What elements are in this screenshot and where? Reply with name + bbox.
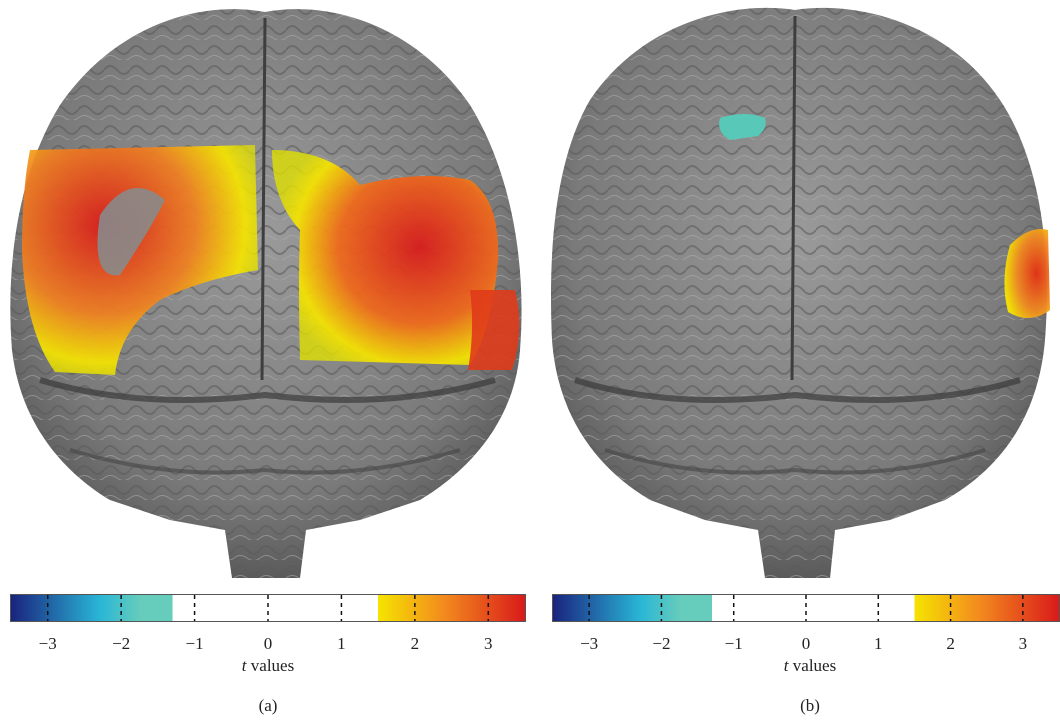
brain-render-a: [10, 9, 522, 578]
colorbar-tick-label: −2: [652, 634, 671, 653]
colorbar-a: [10, 594, 526, 622]
colorbar-tick-label: 0: [801, 634, 811, 653]
colorbar-gradient-b: [553, 595, 1059, 621]
colorbar-tick-label: −3: [38, 634, 57, 653]
colorbar-axis-label-a: t values: [241, 656, 295, 675]
colorbar-tick-label: −2: [112, 634, 131, 653]
colorbar-tick-label: 1: [337, 634, 346, 653]
colorbar-tick-label: −1: [724, 634, 743, 653]
activation-left-a: [22, 145, 258, 375]
colorbar-tick-label: 2: [410, 634, 420, 653]
colorbar-fill: [553, 595, 1059, 621]
colorbar-axis-label-b: t values: [783, 656, 837, 675]
brain-render-b: [550, 7, 1050, 578]
colorbar-tick-label: 3: [484, 634, 493, 653]
colorbar-tick-label: 2: [946, 634, 955, 653]
activation-right-temporal-a: [468, 290, 520, 370]
colorbar-tick-label: 3: [1018, 634, 1028, 653]
colorbar-b: [552, 594, 1060, 622]
activation-left-hole-a: [97, 188, 165, 276]
colorbar-tick-label: 1: [874, 634, 883, 653]
colorbar-tick-label: −3: [580, 634, 599, 653]
panel-label-a: (a): [258, 696, 278, 715]
colorbar-tick-label: −1: [185, 634, 204, 653]
brain-surface-b: [550, 7, 1047, 578]
colorbar-fill: [11, 595, 525, 621]
panel-b: −3 −2 −1 0 1 2 3 t values (b): [530, 0, 1060, 722]
panel-a: −3 −2 −1 0 1 2 3 t values (a): [10, 9, 526, 715]
colorbar-gradient-a: [11, 595, 525, 621]
activation-right-a: [272, 150, 499, 365]
activation-right-temporal-b: [1004, 229, 1050, 319]
panel-label-b: (b): [800, 696, 820, 715]
activation-negative-b: [719, 114, 766, 140]
colorbar-tick-label: 0: [263, 634, 273, 653]
